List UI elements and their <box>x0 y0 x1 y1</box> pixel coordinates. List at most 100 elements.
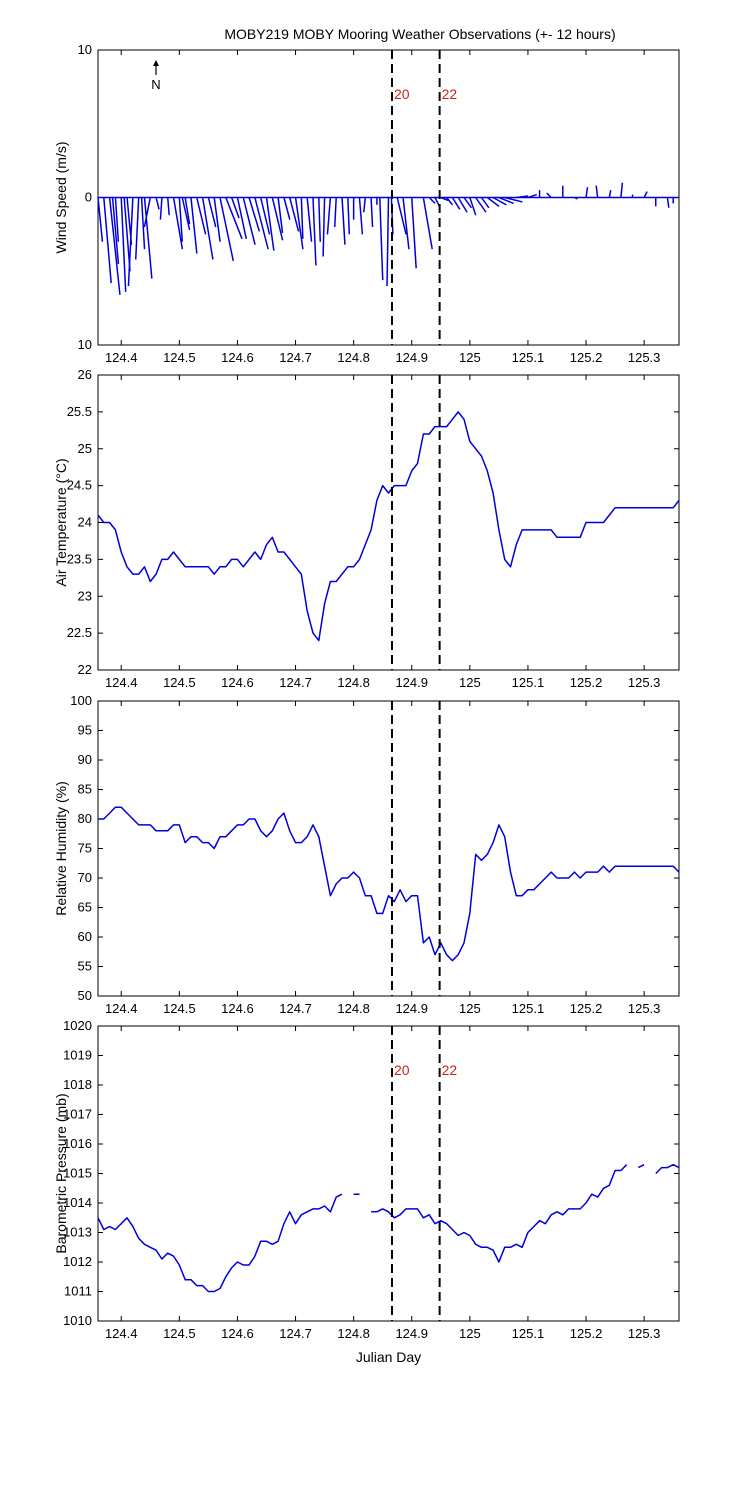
y-tick-label: 1010 <box>63 1313 92 1328</box>
y-tick-label: 60 <box>78 929 92 944</box>
y-tick-label: 1017 <box>63 1107 92 1122</box>
wind-vector <box>451 197 461 210</box>
wind-vector <box>242 197 256 245</box>
y-tick-label: 22.5 <box>67 625 92 640</box>
x-tick-label: 124.9 <box>395 675 428 690</box>
wind-vector <box>390 197 394 235</box>
figure-title: MOBY219 MOBY Mooring Weather Observation… <box>224 26 615 42</box>
x-tick-label: 125.1 <box>512 1001 545 1016</box>
wind-vector <box>504 196 523 203</box>
x-tick-label: 124.4 <box>105 1326 138 1341</box>
x-tick-label: 124.6 <box>221 350 254 365</box>
wind-vector <box>643 191 648 198</box>
y-tick-label: 1011 <box>64 1284 92 1299</box>
wind-vector <box>143 197 153 279</box>
x-axis-label: Julian Day <box>356 1349 421 1365</box>
y-tick-label: 95 <box>78 723 92 738</box>
y-tick-label: 85 <box>78 782 92 797</box>
series-line <box>98 806 680 962</box>
wind-vector <box>248 197 261 232</box>
wind-vector <box>143 197 152 228</box>
x-tick-label: 124.7 <box>279 675 312 690</box>
wind-vector <box>358 197 364 235</box>
wind-vector <box>379 197 384 281</box>
x-tick-label: 124.9 <box>395 1001 428 1016</box>
panel-4: 1010 1011 1012 1013 1014 1015 1016 1017 1018 1019… <box>53 1018 680 1365</box>
wind-vector <box>159 197 163 220</box>
x-tick-label: 125.1 <box>512 675 545 690</box>
y-tick-label: 1015 <box>63 1166 92 1181</box>
x-tick-label: 125.2 <box>570 1001 603 1016</box>
north-label: N <box>151 77 160 92</box>
wind-vector <box>574 196 578 200</box>
y-tick-label: 80 <box>78 811 92 826</box>
wind-vector <box>440 196 449 202</box>
y-axis-label: Wind Speed (m/s) <box>53 141 69 253</box>
x-tick-label: 124.5 <box>163 350 196 365</box>
wind-vector <box>306 197 313 242</box>
y-tick-label: 24 <box>78 515 92 530</box>
wind-vector <box>370 197 374 228</box>
wind-vector <box>475 197 487 213</box>
wind-vector <box>347 197 351 235</box>
panel-1: 10 0 10 124.4 124.5 124.6 124.7 124.8 124.9 125 12… <box>53 42 680 365</box>
wind-vector <box>457 197 468 213</box>
x-tick-label: 124.5 <box>163 675 196 690</box>
wind-vector <box>127 197 134 287</box>
panel-2: 22 22.5 23 23.5 24 24.5 25 25.5 26 124.4 124.5 124.… <box>53 367 680 690</box>
wind-vector <box>103 197 112 284</box>
y-tick-label: 1019 <box>63 1048 92 1063</box>
wind-vector <box>277 197 284 233</box>
wind-vector <box>402 197 410 250</box>
y-tick-label: 22 <box>78 662 92 677</box>
x-tick-label: 124.9 <box>395 350 428 365</box>
y-tick-label: 0 <box>85 190 92 205</box>
wind-vector <box>219 197 235 262</box>
wind-vector <box>396 197 407 235</box>
wind-vector <box>326 197 332 235</box>
x-tick-label: 124.4 <box>105 1001 138 1016</box>
y-tick-label: 1018 <box>63 1077 92 1092</box>
wind-vector <box>259 197 271 235</box>
wind-vector <box>134 197 140 260</box>
wind-vector <box>155 197 160 210</box>
x-tick-label: 125.3 <box>628 1001 661 1016</box>
y-tick-label: 65 <box>78 900 92 915</box>
wind-vector <box>178 197 184 242</box>
x-tick-label: 125.1 <box>512 350 545 365</box>
wind-vector <box>422 197 433 250</box>
wind-vector <box>140 197 146 250</box>
y-tick-label: 25 <box>78 441 92 456</box>
y-tick-label: 23.5 <box>67 551 92 566</box>
wind-vector <box>386 197 390 287</box>
x-tick-label: 124.9 <box>395 1326 428 1341</box>
wind-vector <box>363 197 367 213</box>
wind-vector <box>608 189 612 198</box>
time-marker-label: 20 <box>394 1062 410 1078</box>
y-axis-label: Barometric Pressure (mb) <box>53 1093 69 1253</box>
x-tick-label: 125 <box>459 1326 481 1341</box>
x-tick-label: 125 <box>459 675 481 690</box>
y-tick-label: 1013 <box>63 1225 92 1240</box>
wind-vector <box>527 193 538 199</box>
x-tick-label: 124.8 <box>337 1001 370 1016</box>
wind-vector <box>312 197 317 266</box>
wind-vector <box>283 197 291 220</box>
wind-vector <box>585 187 589 198</box>
x-tick-label: 124.5 <box>163 1001 196 1016</box>
y-tick-label: 55 <box>78 959 92 974</box>
wind-vector <box>207 197 217 228</box>
wind-vector <box>318 197 322 242</box>
wind-vector <box>289 197 300 232</box>
wind-vector <box>446 197 454 206</box>
wind-vector <box>516 195 529 199</box>
wind-vector <box>120 197 127 292</box>
wind-vector <box>172 197 184 250</box>
x-tick-label: 125 <box>459 350 481 365</box>
wind-vector <box>254 197 269 250</box>
y-tick-label: 10 <box>78 42 92 57</box>
wind-vector <box>620 182 624 198</box>
wind-vector <box>236 197 248 239</box>
wind-vector <box>469 197 477 216</box>
wind-vector <box>428 196 436 204</box>
